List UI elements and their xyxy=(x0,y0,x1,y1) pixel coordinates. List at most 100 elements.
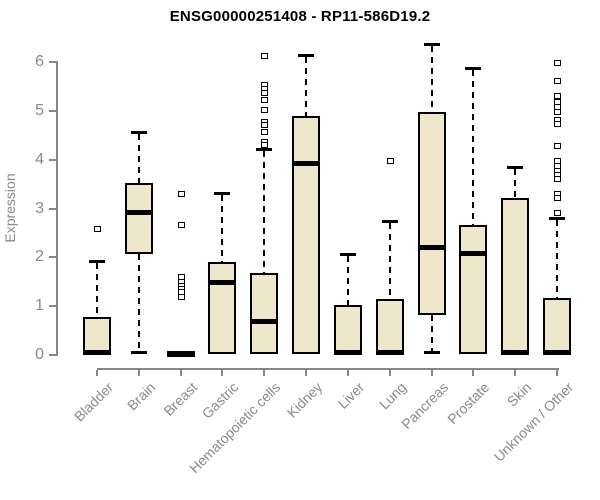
median-line-kidney xyxy=(292,160,321,166)
x-axis-tick-skin xyxy=(514,370,517,376)
x-axis-tick-liver xyxy=(346,370,349,376)
outlier-point-unknown-other xyxy=(553,195,561,202)
outlier-point-unknown-other xyxy=(553,121,561,128)
outlier-point-hematopoietic-cells xyxy=(261,97,269,104)
outlier-point-hematopoietic-cells xyxy=(261,128,269,135)
y-axis-tick xyxy=(49,158,56,161)
upper-whisker-liver xyxy=(346,255,349,306)
lower-whisker-cap-brain xyxy=(130,351,147,355)
y-tick-label-5: 5 xyxy=(35,101,44,119)
median-line-prostate xyxy=(459,250,488,256)
box-hematopoietic-cells xyxy=(250,272,279,354)
box-liver xyxy=(333,305,362,354)
upper-whisker-prostate xyxy=(472,70,475,225)
y-tick-label-0: 0 xyxy=(35,346,44,363)
upper-whisker-cap-liver xyxy=(339,252,356,256)
outlier-point-breast xyxy=(177,190,185,197)
upper-whisker-cap-skin xyxy=(507,165,524,169)
box-lung xyxy=(375,299,404,354)
x-axis-line xyxy=(97,368,559,370)
outlier-point-breast xyxy=(177,221,185,228)
x-axis-tick-bladder xyxy=(96,370,98,376)
upper-whisker-cap-prostate xyxy=(465,67,482,71)
y-axis-tick xyxy=(49,256,56,259)
x-axis-tick-gastric xyxy=(221,370,224,376)
outlier-point-bladder xyxy=(94,226,101,233)
upper-whisker-unknown-other xyxy=(555,220,558,298)
box-pancreas xyxy=(417,112,446,315)
upper-whisker-gastric xyxy=(221,194,224,263)
box-kidney xyxy=(292,116,321,354)
upper-whisker-skin xyxy=(514,168,517,198)
outlier-point-unknown-other xyxy=(553,77,561,84)
median-line-liver xyxy=(333,349,362,355)
x-axis-tick-hematopoietic-cells xyxy=(263,370,266,376)
upper-whisker-cap-gastric xyxy=(214,191,231,195)
y-axis-tick xyxy=(49,109,56,112)
y-axis-tick xyxy=(49,61,56,63)
y-axis-tick xyxy=(49,207,56,210)
outlier-point-hematopoietic-cells xyxy=(261,53,269,60)
upper-whisker-hematopoietic-cells xyxy=(263,150,266,273)
median-line-skin xyxy=(501,349,530,355)
x-axis-tick-lung xyxy=(388,370,391,376)
upper-whisker-cap-brain xyxy=(130,130,147,134)
upper-whisker-lung xyxy=(388,223,391,300)
x-axis-tick-breast xyxy=(179,370,182,376)
upper-whisker-cap-lung xyxy=(381,220,398,224)
lower-whisker-pancreas xyxy=(430,314,433,352)
outlier-point-breast xyxy=(177,293,185,300)
y-tick-label-3: 3 xyxy=(35,199,44,217)
outlier-point-hematopoietic-cells xyxy=(261,90,269,97)
upper-whisker-bladder xyxy=(96,263,98,318)
box-prostate xyxy=(459,224,488,354)
x-axis-tick-brain xyxy=(137,370,140,376)
median-line-hematopoietic-cells xyxy=(250,319,279,325)
y-axis-tick xyxy=(49,354,56,356)
box-brain xyxy=(124,183,153,254)
upper-whisker-kidney xyxy=(305,57,308,117)
median-line-brain xyxy=(124,210,153,216)
median-line-gastric xyxy=(208,279,237,285)
x-axis-tick-kidney xyxy=(305,370,308,376)
x-axis-tick-prostate xyxy=(472,370,475,376)
upper-whisker-cap-bladder xyxy=(89,260,105,264)
outlier-point-unknown-other xyxy=(553,60,561,67)
box-skin xyxy=(501,197,530,354)
outlier-point-hematopoietic-cells xyxy=(261,141,269,148)
upper-whisker-cap-kidney xyxy=(298,54,315,58)
x-axis-tick-unknown-other xyxy=(555,370,558,376)
box-unknown-other xyxy=(542,297,571,354)
outlier-point-hematopoietic-cells xyxy=(261,122,269,129)
outlier-point-unknown-other xyxy=(553,176,561,183)
outlier-point-unknown-other xyxy=(553,143,561,150)
median-line-unknown-other xyxy=(542,349,571,355)
median-line-lung xyxy=(375,349,404,355)
y-tick-label-6: 6 xyxy=(35,53,44,70)
box-bladder xyxy=(83,317,111,354)
upper-whisker-cap-unknown-other xyxy=(548,217,565,221)
upper-whisker-pancreas xyxy=(430,45,433,113)
box-gastric xyxy=(208,262,237,354)
chart-title: ENSG00000251408 - RP11-586D19.2 xyxy=(169,8,431,25)
upper-whisker-cap-pancreas xyxy=(423,42,440,46)
median-line-pancreas xyxy=(417,244,446,250)
y-axis-tick xyxy=(49,305,56,308)
y-axis-line xyxy=(56,61,58,356)
y-tick-label-2: 2 xyxy=(35,248,44,266)
y-tick-label-1: 1 xyxy=(35,297,44,315)
x-axis-tick-pancreas xyxy=(430,370,433,376)
median-line-breast xyxy=(166,350,195,356)
outlier-point-unknown-other xyxy=(553,210,561,217)
outlier-point-unknown-other xyxy=(553,108,561,115)
upper-whisker-brain xyxy=(137,133,140,184)
outlier-point-lung xyxy=(386,158,394,165)
lower-whisker-brain xyxy=(137,253,140,353)
y-tick-label-4: 4 xyxy=(35,150,44,168)
median-line-bladder xyxy=(83,349,111,355)
lower-whisker-cap-pancreas xyxy=(423,351,440,355)
outlier-point-hematopoietic-cells xyxy=(261,106,269,113)
upper-whisker-cap-hematopoietic-cells xyxy=(256,147,273,151)
x-tick-label-unknown-other: Unknown / Other xyxy=(490,379,577,465)
